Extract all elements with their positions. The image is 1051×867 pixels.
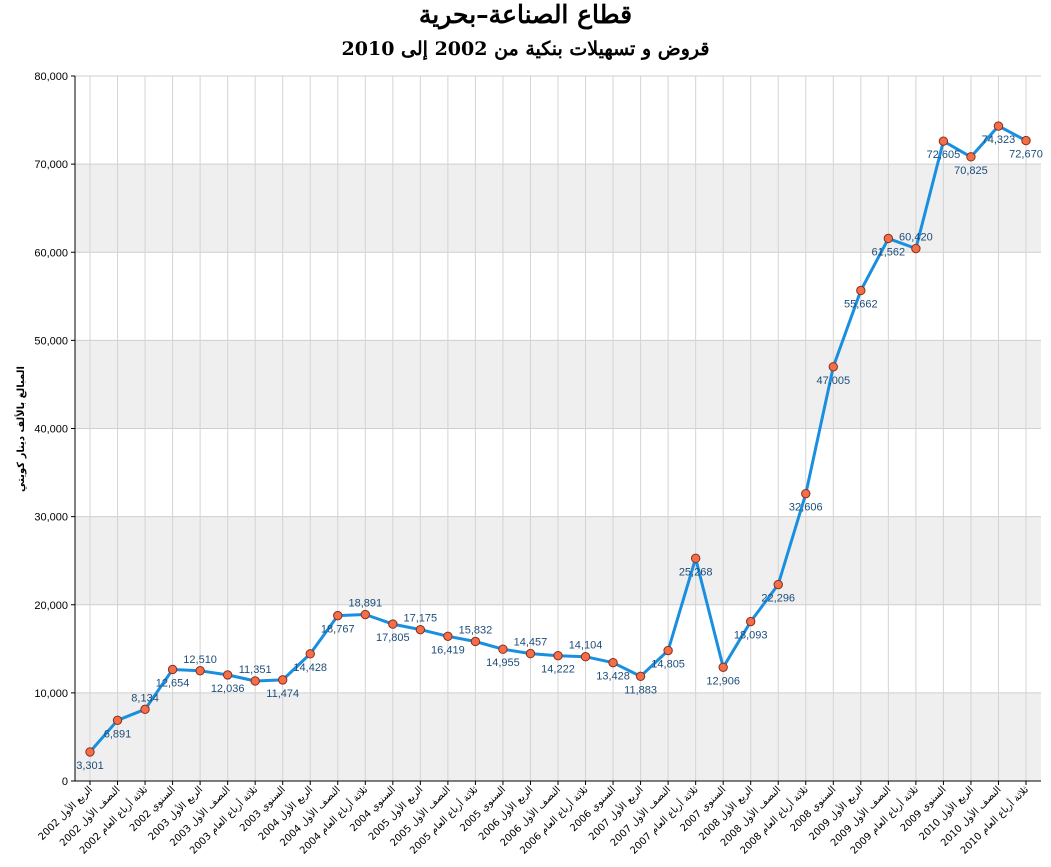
data-point — [167, 664, 178, 675]
data-label: 12,654 — [156, 677, 190, 689]
data-label: 25,268 — [679, 566, 713, 578]
data-label: 32,606 — [789, 502, 823, 514]
data-label: 14,457 — [514, 637, 548, 649]
data-point — [305, 649, 315, 659]
data-label: 11,474 — [266, 688, 299, 700]
data-point — [498, 644, 508, 654]
data-points — [85, 121, 1031, 757]
data-point — [112, 715, 123, 725]
data-point — [938, 136, 949, 146]
data-point — [773, 579, 783, 590]
data-point — [746, 616, 756, 627]
data-point — [553, 650, 563, 661]
data-point — [828, 362, 838, 372]
data-point — [911, 243, 921, 254]
data-point — [360, 609, 370, 620]
y-axis-label: المبالغ بالألف دينار كويتي — [14, 366, 27, 492]
data-label: 17,805 — [376, 632, 410, 644]
y-tick-label: 40,000 — [34, 424, 68, 436]
data-label: 72,605 — [927, 149, 961, 161]
data-label: 12,906 — [706, 675, 740, 687]
data-point — [195, 666, 205, 676]
data-label: 12,036 — [211, 683, 245, 695]
data-label: 60,420 — [899, 232, 933, 244]
data-label: 70,825 — [954, 165, 988, 177]
data-label: 74,323 — [982, 134, 1016, 146]
y-tick-labels: 0 10,000 20,000 30,000 40,000 50,000 60,000 70,… — [34, 71, 68, 788]
data-label: 16,419 — [431, 644, 465, 656]
y-tick-label: 80,000 — [34, 71, 68, 83]
data-point — [690, 553, 701, 564]
data-point — [993, 121, 1004, 131]
data-point — [580, 652, 591, 662]
data-point — [470, 636, 481, 647]
data-label: 14,104 — [569, 640, 603, 652]
data-point — [635, 671, 646, 681]
data-label: 18,767 — [321, 624, 355, 636]
y-tick-label: 60,000 — [34, 247, 68, 259]
data-point — [443, 631, 453, 642]
data-point — [415, 624, 426, 635]
data-point — [85, 747, 95, 757]
data-point — [856, 285, 866, 296]
data-label: 14,428 — [293, 662, 327, 674]
data-label: 55,662 — [844, 298, 878, 310]
data-point — [278, 675, 288, 685]
chart-title: قطاع الصناعة–بحرية — [418, 0, 633, 29]
data-label: 72,670 — [1009, 149, 1043, 161]
data-point — [525, 648, 536, 659]
chart-subtitle: قروض و تسهيلات بنكية من 2002 إلى 2010 — [341, 38, 710, 60]
data-label: 11,351 — [239, 664, 272, 676]
data-point — [718, 662, 728, 672]
data-label: 47,005 — [816, 375, 850, 387]
data-label: 61,562 — [872, 246, 906, 258]
data-label: 14,222 — [541, 664, 575, 676]
data-point — [1021, 135, 1031, 146]
data-labels: 3,301 6,891 8,134 12,654 12,510 12,036 11,351 1… — [76, 134, 1043, 772]
y-tick-label: 50,000 — [34, 335, 68, 347]
data-point — [608, 657, 618, 668]
y-tick-label: 70,000 — [34, 159, 68, 171]
data-label: 18,093 — [734, 630, 768, 642]
data-label: 15,832 — [459, 624, 493, 636]
axes — [71, 75, 1041, 785]
y-tick-label: 0 — [62, 776, 68, 788]
data-label: 18,891 — [348, 598, 382, 610]
data-label: 14,955 — [486, 657, 520, 669]
y-tick-label: 30,000 — [34, 512, 68, 524]
data-label: 13,428 — [596, 671, 630, 683]
data-point — [250, 676, 260, 686]
data-label: 22,296 — [761, 593, 795, 605]
data-label: 12,510 — [183, 654, 217, 666]
data-point — [333, 610, 343, 621]
data-label: 6,891 — [104, 728, 132, 740]
data-label: 3,301 — [76, 760, 104, 772]
data-point — [222, 670, 233, 680]
data-label: 8,134 — [131, 692, 159, 704]
data-point — [388, 619, 398, 629]
data-label: 14,805 — [651, 659, 685, 671]
data-point — [883, 233, 894, 244]
y-tick-label: 20,000 — [34, 600, 68, 612]
y-tick-label: 10,000 — [34, 688, 68, 700]
data-point — [801, 488, 811, 499]
data-point — [966, 152, 976, 162]
data-label: 17,175 — [404, 613, 438, 625]
data-label: 11,883 — [624, 684, 657, 696]
data-point — [663, 645, 673, 656]
data-point — [140, 704, 150, 715]
